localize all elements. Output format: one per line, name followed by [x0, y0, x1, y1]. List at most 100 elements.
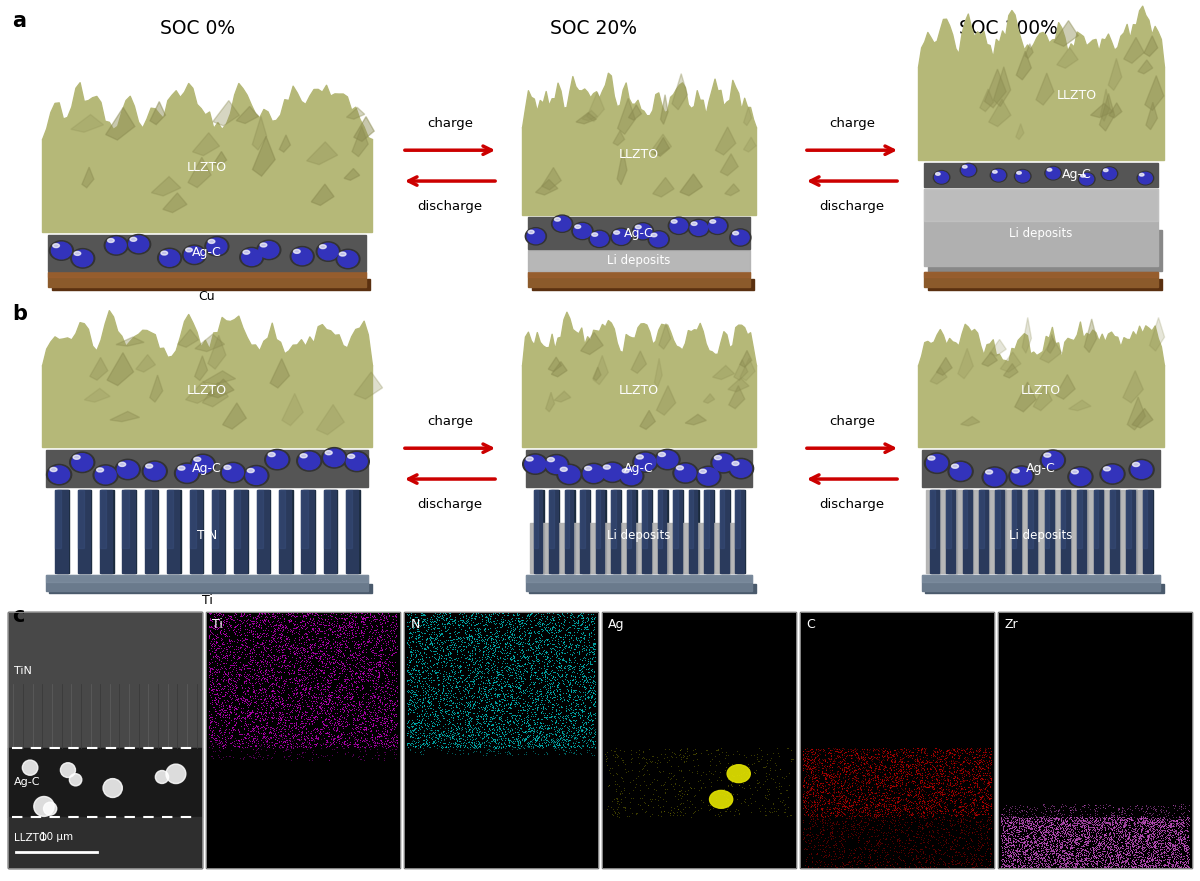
Point [1138, 823, 1157, 837]
Point [402, 648, 421, 662]
Point [1150, 823, 1169, 837]
Point [480, 721, 499, 735]
Point [439, 716, 458, 730]
Point [445, 719, 464, 733]
Point [512, 700, 532, 714]
Point [251, 637, 270, 651]
Point [947, 809, 966, 823]
Point [866, 807, 886, 821]
Point [430, 730, 449, 744]
Point [1150, 814, 1169, 828]
Point [1087, 832, 1106, 846]
Point [835, 844, 854, 858]
Point [545, 720, 564, 734]
Point [224, 675, 244, 689]
Point [973, 789, 992, 803]
Point [542, 617, 562, 631]
Point [517, 649, 536, 663]
Point [1006, 821, 1025, 835]
Point [1138, 829, 1157, 843]
Point [944, 807, 964, 821]
Point [211, 616, 230, 630]
Point [247, 739, 266, 753]
Point [578, 708, 598, 722]
Point [882, 753, 901, 767]
Point [503, 665, 522, 679]
Point [468, 726, 487, 740]
Point [328, 733, 347, 747]
Point [865, 757, 884, 771]
Point [893, 755, 912, 769]
Point [490, 721, 509, 735]
Point [1074, 821, 1093, 835]
Point [437, 692, 456, 707]
Point [244, 751, 263, 765]
Point [536, 665, 556, 679]
Point [943, 853, 962, 867]
Point [862, 791, 881, 805]
Point [302, 629, 322, 643]
Point [584, 692, 604, 706]
Point [1073, 809, 1092, 823]
Point [577, 641, 596, 655]
Point [276, 674, 295, 688]
Point [337, 738, 356, 752]
Point [323, 729, 342, 744]
Point [270, 635, 289, 649]
Point [532, 693, 551, 707]
Point [584, 654, 604, 668]
Point [881, 747, 900, 761]
Point [454, 618, 473, 633]
Point [371, 694, 390, 708]
Point [907, 742, 926, 756]
Point [332, 633, 352, 648]
Point [323, 625, 342, 639]
Point [821, 808, 840, 822]
Point [473, 644, 492, 658]
Point [324, 737, 343, 751]
Point [1091, 851, 1110, 865]
Point [368, 726, 388, 740]
Point [1174, 818, 1193, 833]
Point [210, 691, 229, 705]
Point [793, 793, 812, 807]
Bar [979, 490, 988, 574]
Point [1018, 836, 1037, 850]
Point [1075, 860, 1094, 874]
Point [221, 688, 240, 702]
Point [1094, 828, 1114, 842]
Point [919, 848, 938, 862]
Point [312, 678, 331, 692]
Point [1069, 845, 1088, 859]
Point [307, 619, 326, 633]
Point [581, 655, 600, 670]
Point [238, 668, 257, 682]
Point [952, 815, 971, 829]
Point [421, 635, 440, 649]
Point [800, 809, 820, 823]
Point [1138, 816, 1157, 830]
Point [502, 628, 521, 642]
Point [324, 649, 343, 663]
Point [548, 663, 568, 677]
Point [539, 693, 558, 707]
Point [924, 744, 943, 758]
Point [245, 689, 264, 703]
Point [950, 800, 970, 814]
Point [1177, 811, 1196, 825]
Point [1016, 804, 1036, 818]
Point [341, 648, 360, 662]
Point [494, 693, 514, 707]
Point [1036, 813, 1055, 827]
Point [856, 859, 875, 873]
Point [503, 730, 522, 744]
Point [942, 794, 961, 808]
Bar [565, 490, 569, 548]
Point [1172, 807, 1192, 821]
Point [563, 618, 582, 632]
Point [912, 743, 931, 757]
Point [334, 711, 353, 725]
Point [884, 818, 904, 833]
Point [910, 849, 929, 863]
Ellipse shape [575, 225, 581, 228]
